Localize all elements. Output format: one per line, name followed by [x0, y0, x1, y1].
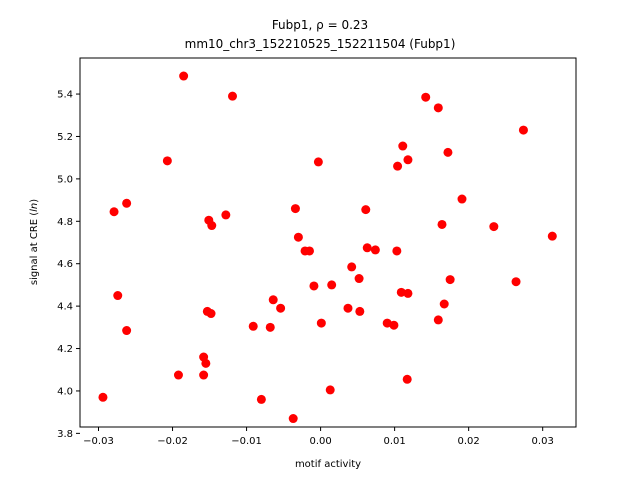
data-point-45	[402, 374, 412, 384]
data-point-29	[316, 318, 326, 328]
data-point-27	[309, 281, 319, 291]
y-tick-label-0: 3.8	[57, 429, 73, 440]
data-point-19	[265, 322, 275, 332]
y-tick-label-3: 4.4	[57, 302, 73, 313]
data-point-57	[511, 277, 521, 287]
chart-title-line2: mm10_chr3_152210525_152211504 (Fubp1)	[185, 37, 456, 51]
data-point-23	[290, 204, 300, 214]
data-point-24	[293, 232, 303, 242]
data-point-59	[547, 231, 557, 241]
data-points	[98, 71, 557, 424]
x-tick-label-6: 0.03	[532, 436, 554, 447]
data-point-33	[347, 262, 357, 272]
data-point-41	[392, 246, 402, 256]
data-point-14	[207, 221, 217, 231]
data-point-52	[439, 299, 449, 309]
data-point-38	[370, 245, 380, 255]
data-point-28	[313, 157, 323, 167]
data-point-46	[403, 288, 413, 298]
x-axis-ticks: −0.03 −0.02 −0.01 0.00 0.01 0.02 0.03	[83, 427, 554, 447]
y-tick-label-2: 4.2	[57, 344, 73, 355]
data-point-36	[361, 205, 371, 215]
data-point-13	[206, 309, 216, 319]
data-point-51	[437, 219, 447, 229]
plot-area-frame	[79, 57, 577, 428]
y-axis-ticks: 3.8 4.0 4.2 4.4 4.6 4.8 5.0 5.2 5.4	[57, 90, 80, 440]
data-point-26	[304, 246, 314, 256]
x-tick-label-0: −0.03	[83, 436, 114, 447]
data-point-18	[256, 394, 266, 404]
data-point-50	[433, 103, 443, 113]
data-point-16	[228, 91, 237, 101]
data-point-31	[327, 280, 337, 290]
chart-title-line1: Fubp1, ρ = 0.23	[272, 18, 368, 32]
data-point-7	[179, 71, 189, 81]
x-axis-label: motif activity	[295, 459, 361, 470]
x-tick-label-3: 0.00	[309, 436, 331, 447]
data-point-9	[199, 370, 209, 380]
x-tick-label-5: 0.02	[458, 436, 480, 447]
x-tick-label-2: −0.01	[231, 436, 262, 447]
data-point-6	[173, 370, 183, 380]
data-point-4	[122, 326, 132, 336]
data-point-54	[445, 275, 455, 285]
data-point-34	[354, 274, 364, 284]
data-point-44	[398, 141, 408, 151]
data-point-40	[389, 320, 399, 330]
data-point-10	[201, 358, 211, 368]
data-point-3	[122, 198, 132, 208]
data-point-42	[393, 161, 403, 171]
data-point-49	[433, 315, 443, 325]
data-point-48	[421, 92, 431, 102]
y-axis-label: signal at CRE (ln)	[29, 199, 40, 285]
data-point-47	[403, 155, 413, 165]
y-tick-label-7: 5.2	[57, 132, 73, 143]
x-tick-label-1: −0.02	[157, 436, 188, 447]
data-point-37	[362, 243, 372, 253]
y-tick-label-5: 4.8	[57, 217, 73, 228]
data-point-20	[268, 295, 278, 305]
data-point-0	[98, 392, 108, 402]
y-tick-label-8: 5.4	[57, 90, 73, 101]
y-tick-label-4: 4.6	[57, 259, 73, 270]
data-point-21	[276, 303, 286, 313]
data-point-2	[113, 291, 123, 301]
data-point-53	[443, 147, 453, 157]
data-point-22	[288, 414, 298, 424]
data-point-15	[221, 210, 231, 220]
data-point-58	[518, 125, 528, 135]
y-tick-label-1: 4.0	[57, 386, 73, 397]
x-tick-label-4: 0.01	[383, 436, 405, 447]
data-point-17	[248, 321, 258, 331]
data-point-30	[325, 385, 335, 395]
data-point-43	[396, 287, 406, 297]
data-point-5	[162, 156, 172, 166]
data-point-55	[457, 194, 467, 204]
data-point-32	[343, 303, 353, 313]
data-point-35	[355, 306, 365, 316]
data-point-56	[489, 222, 499, 232]
data-point-1	[109, 207, 119, 217]
y-tick-label-6: 5.0	[57, 174, 73, 185]
